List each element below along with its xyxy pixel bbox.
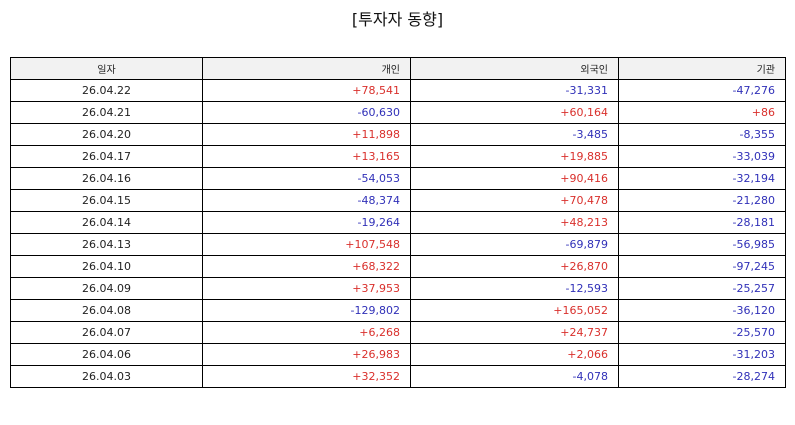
table-row: 26.04.16 -54,053 +90,416 -32,194 <box>10 167 786 190</box>
table-row: 26.04.14 -19,264 +48,213 -28,181 <box>10 211 786 234</box>
cell-date: 26.04.17 <box>10 145 203 168</box>
table-row: 26.04.09 +37,953 -12,593 -25,257 <box>10 277 786 300</box>
table-row: 26.04.21 -60,630 +60,164 +86 <box>10 101 786 124</box>
cell-date: 26.04.10 <box>10 255 203 278</box>
cell-date: 26.04.06 <box>10 343 203 366</box>
cell-individual: -60,630 <box>202 101 411 124</box>
cell-individual: +107,548 <box>202 233 411 256</box>
header-date: 일자 <box>10 57 203 80</box>
table-body: 26.04.22 +78,541 -31,331 -47,276 26.04.21 -60… <box>10 79 786 388</box>
table-row: 26.04.10 +68,322 +26,870 -97,245 <box>10 255 786 278</box>
header-foreign: 외국인 <box>410 57 619 80</box>
cell-foreign: -12,593 <box>410 277 619 300</box>
cell-date: 26.04.13 <box>10 233 203 256</box>
cell-foreign: +24,737 <box>410 321 619 344</box>
cell-foreign: +26,870 <box>410 255 619 278</box>
cell-date: 26.04.15 <box>10 189 203 212</box>
cell-individual: -54,053 <box>202 167 411 190</box>
cell-institution: -47,276 <box>618 79 786 102</box>
table-row: 26.04.08 -129,802 +165,052 -36,120 <box>10 299 786 322</box>
cell-foreign: -69,879 <box>410 233 619 256</box>
cell-date: 26.04.21 <box>10 101 203 124</box>
cell-date: 26.04.20 <box>10 123 203 146</box>
cell-institution: -31,203 <box>618 343 786 366</box>
cell-individual: +11,898 <box>202 123 411 146</box>
table-row: 26.04.20 +11,898 -3,485 -8,355 <box>10 123 786 146</box>
cell-individual: -48,374 <box>202 189 411 212</box>
cell-foreign: +165,052 <box>410 299 619 322</box>
cell-date: 26.04.07 <box>10 321 203 344</box>
cell-individual: -19,264 <box>202 211 411 234</box>
table-header-row: 일자 개인 외국인 기관 <box>10 57 786 80</box>
cell-institution: -21,280 <box>618 189 786 212</box>
page-title: [투자자 동향] <box>351 10 444 29</box>
cell-foreign: -4,078 <box>410 365 619 388</box>
table-row: 26.04.07 +6,268 +24,737 -25,570 <box>10 321 786 344</box>
cell-date: 26.04.09 <box>10 277 203 300</box>
cell-institution: +86 <box>618 101 786 124</box>
table-row: 26.04.15 -48,374 +70,478 -21,280 <box>10 189 786 212</box>
cell-institution: -32,194 <box>618 167 786 190</box>
cell-date: 26.04.03 <box>10 365 203 388</box>
table-row: 26.04.22 +78,541 -31,331 -47,276 <box>10 79 786 102</box>
table-row: 26.04.13 +107,548 -69,879 -56,985 <box>10 233 786 256</box>
cell-date: 26.04.08 <box>10 299 203 322</box>
cell-institution: -8,355 <box>618 123 786 146</box>
cell-institution: -28,274 <box>618 365 786 388</box>
cell-foreign: +60,164 <box>410 101 619 124</box>
cell-individual: +37,953 <box>202 277 411 300</box>
cell-institution: -33,039 <box>618 145 786 168</box>
table-row: 26.04.03 +32,352 -4,078 -28,274 <box>10 365 786 388</box>
cell-individual: +32,352 <box>202 365 411 388</box>
cell-date: 26.04.14 <box>10 211 203 234</box>
cell-foreign: +19,885 <box>410 145 619 168</box>
cell-date: 26.04.22 <box>10 79 203 102</box>
cell-individual: +26,983 <box>202 343 411 366</box>
cell-institution: -25,257 <box>618 277 786 300</box>
cell-institution: -97,245 <box>618 255 786 278</box>
cell-foreign: +48,213 <box>410 211 619 234</box>
header-individual: 개인 <box>202 57 411 80</box>
investor-trend-table: 일자 개인 외국인 기관 26.04.22 +78,541 -31,331 -47,2… <box>10 57 786 388</box>
cell-institution: -28,181 <box>618 211 786 234</box>
cell-institution: -36,120 <box>618 299 786 322</box>
cell-date: 26.04.16 <box>10 167 203 190</box>
cell-foreign: +90,416 <box>410 167 619 190</box>
cell-foreign: -31,331 <box>410 79 619 102</box>
cell-individual: +78,541 <box>202 79 411 102</box>
investor-trend-table-container: 일자 개인 외국인 기관 26.04.22 +78,541 -31,331 -47,2… <box>10 57 786 388</box>
header-institution: 기관 <box>618 57 786 80</box>
cell-individual: +6,268 <box>202 321 411 344</box>
cell-foreign: -3,485 <box>410 123 619 146</box>
cell-individual: +68,322 <box>202 255 411 278</box>
cell-individual: +13,165 <box>202 145 411 168</box>
cell-foreign: +2,066 <box>410 343 619 366</box>
cell-institution: -25,570 <box>618 321 786 344</box>
cell-individual: -129,802 <box>202 299 411 322</box>
cell-institution: -56,985 <box>618 233 786 256</box>
table-row: 26.04.17 +13,165 +19,885 -33,039 <box>10 145 786 168</box>
cell-foreign: +70,478 <box>410 189 619 212</box>
table-row: 26.04.06 +26,983 +2,066 -31,203 <box>10 343 786 366</box>
